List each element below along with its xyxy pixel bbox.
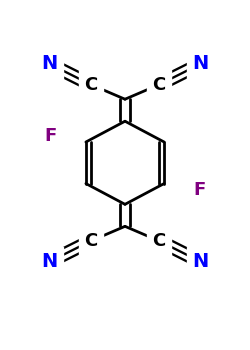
Text: N: N [41, 54, 57, 73]
Text: N: N [41, 252, 57, 271]
Text: C: C [152, 232, 166, 250]
Text: C: C [152, 76, 166, 93]
Text: F: F [194, 181, 206, 199]
Text: F: F [44, 127, 56, 145]
Text: N: N [193, 54, 209, 73]
Text: C: C [84, 76, 98, 93]
Text: C: C [84, 232, 98, 250]
Text: N: N [193, 252, 209, 271]
